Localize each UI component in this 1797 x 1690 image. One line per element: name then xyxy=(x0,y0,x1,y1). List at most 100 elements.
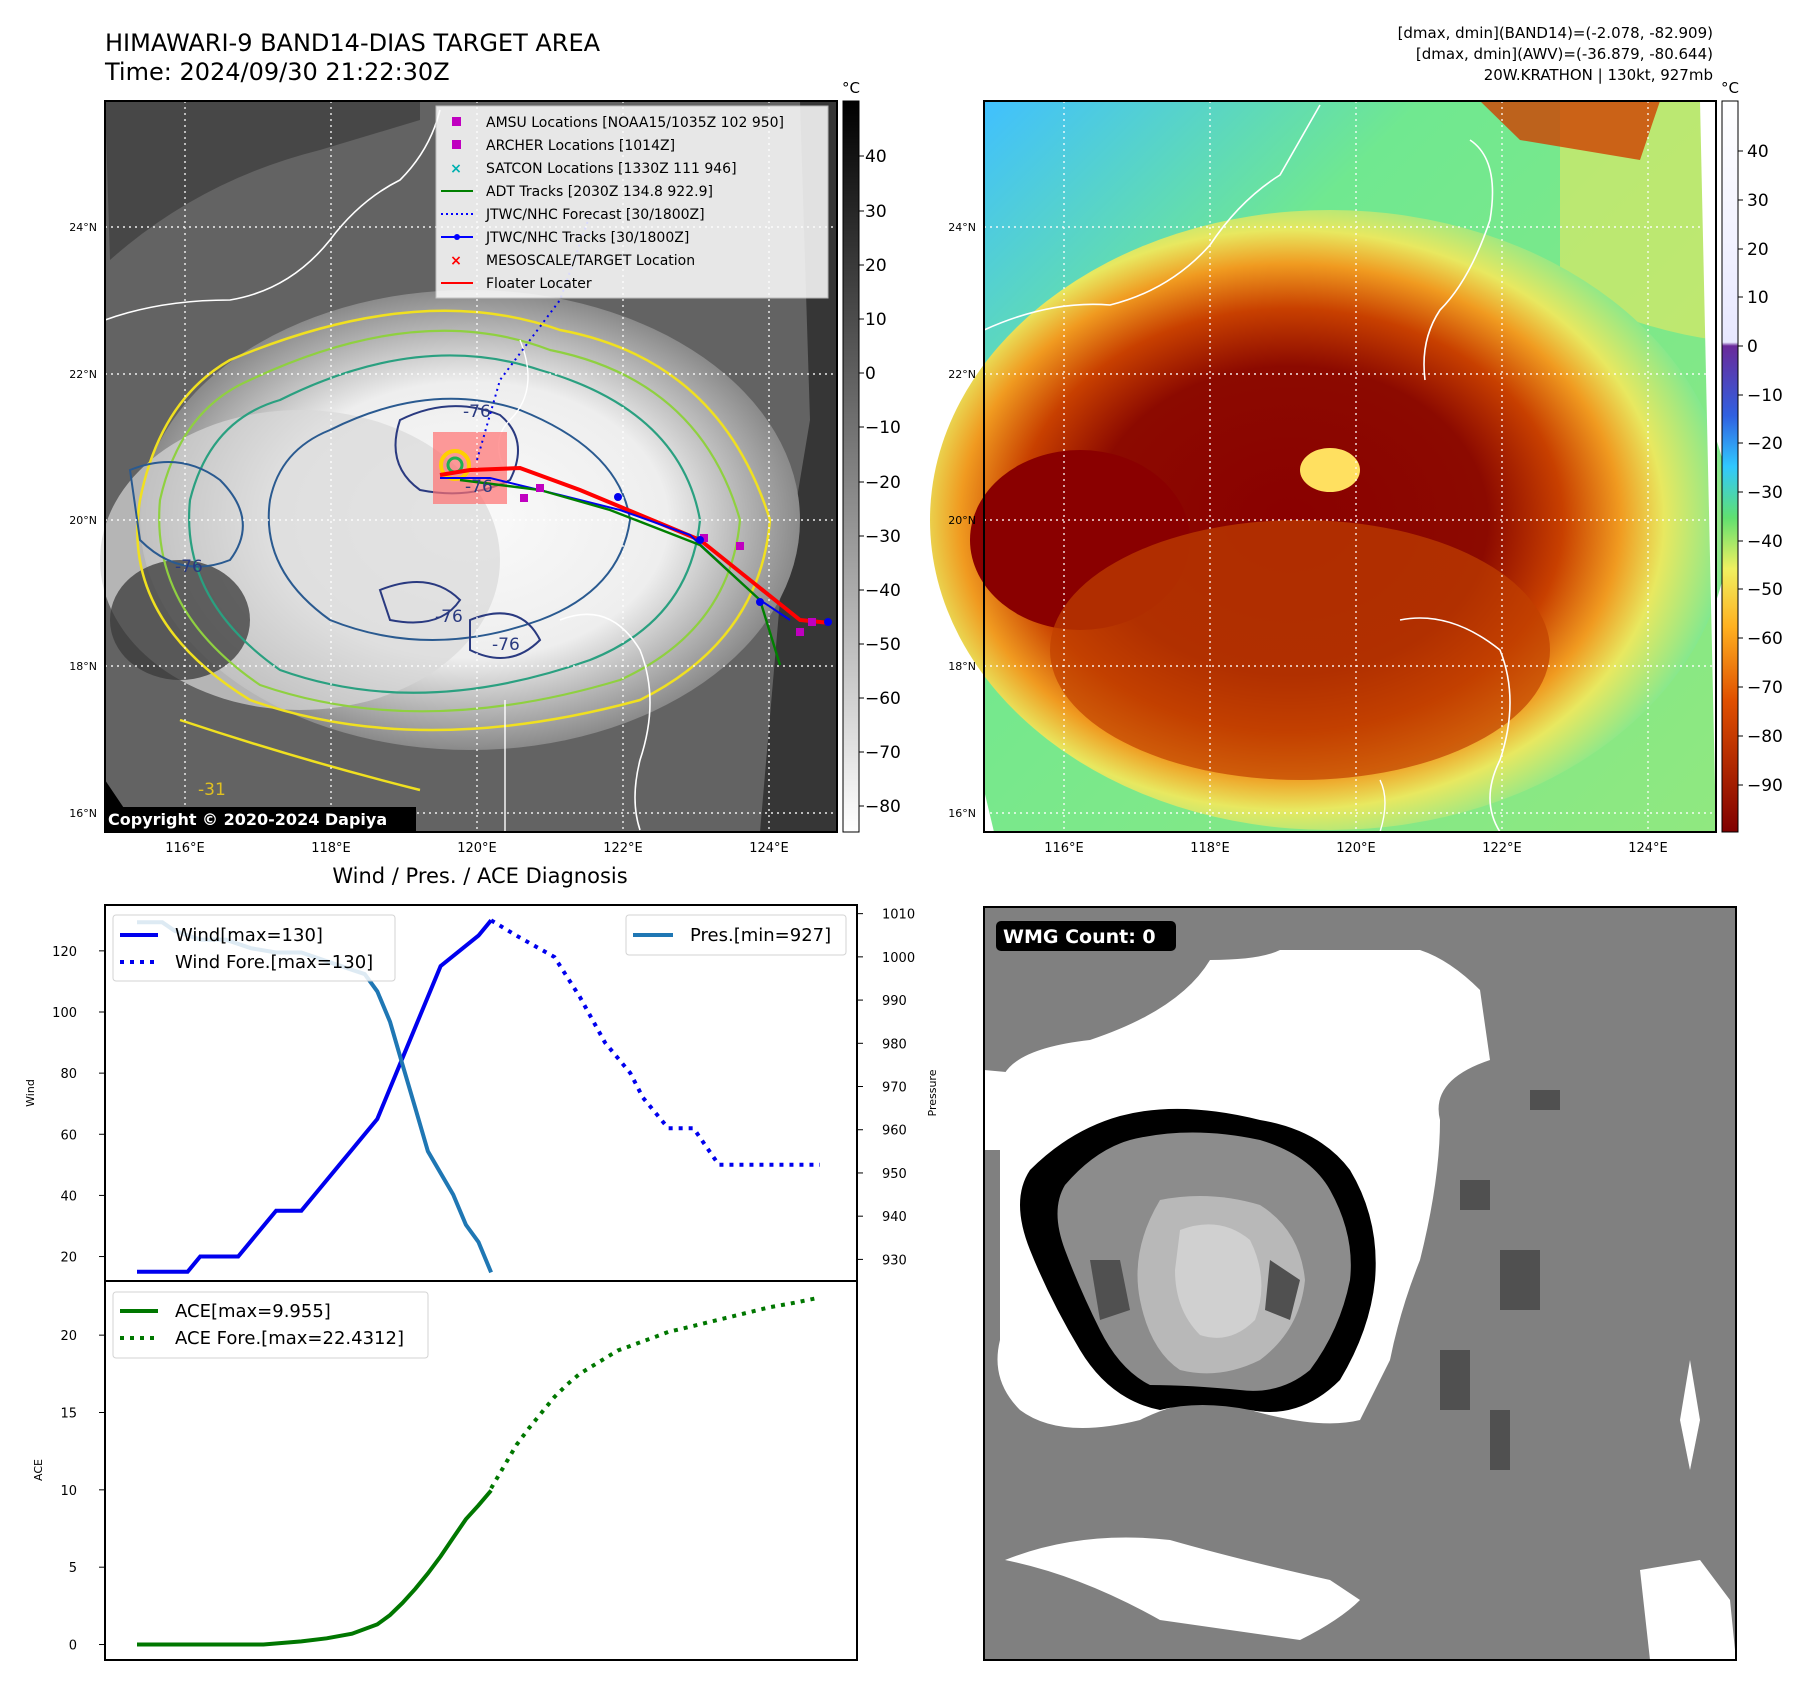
legend-marker xyxy=(452,140,461,149)
wind-ytick-label: 20 xyxy=(60,1251,77,1266)
colorbar-tick-label: −80 xyxy=(865,797,901,817)
lon-axis-right: 116°E 118°E 120°E 122°E 124°E xyxy=(1044,841,1668,856)
series-line-wind-fore-max-130- xyxy=(490,918,820,1167)
ace-ytick-label: 5 xyxy=(69,1561,77,1576)
ace-ytick-label: 0 xyxy=(69,1639,77,1654)
colorbar-tick-label: −80 xyxy=(1747,727,1783,747)
pressure-ytick-label: 1010 xyxy=(882,908,915,923)
legend-entry: Floater Locater xyxy=(441,276,592,292)
legend-label: Pres.[min=927] xyxy=(690,925,831,946)
legend-label: Wind[max=130] xyxy=(175,925,323,946)
lon-tick-label: 124°E xyxy=(749,841,789,856)
legend-label: JTWC/NHC Tracks [30/1800Z] xyxy=(485,230,689,246)
lat-tick-label: 18°N xyxy=(69,660,97,673)
colorbar-tick-label: −90 xyxy=(1747,776,1783,796)
colorbar-tick-label: −30 xyxy=(865,527,901,547)
legend-entry: AMSU Locations [NOAA15/1035Z 102 950] xyxy=(452,115,784,131)
wmg-panel: WMG Count: 0 xyxy=(983,906,1737,1661)
contour-label: -76 xyxy=(492,635,520,655)
colorbar-tick-label: 0 xyxy=(865,364,876,384)
ace-axis-label: ACE xyxy=(32,1459,45,1481)
lon-axis-left: 116°E 118°E 120°E 122°E 124°E xyxy=(165,841,789,856)
wind-ytick-label: 120 xyxy=(52,945,77,960)
colorbar-color-ticks: 40 30 20 10 0 −10 −20 −30 −40 −50 −60 −70 −80 −90 xyxy=(1738,142,1783,796)
legend-label: Floater Locater xyxy=(486,276,592,292)
pressure-ytick-label: 950 xyxy=(882,1167,907,1182)
legend-entry: JTWC/NHC Tracks [30/1800Z] xyxy=(441,230,689,246)
pressure-ytick-label: 980 xyxy=(882,1037,907,1052)
pressure-legend: Pres.[min=927] xyxy=(625,914,847,956)
colorbar-tick-label: 0 xyxy=(1747,337,1758,357)
legend-entry: × SATCON Locations [1330Z 111 946] xyxy=(450,161,736,177)
figure-time: Time: 2024/09/30 21:22:30Z xyxy=(104,58,450,86)
pressure-ytick-label: 960 xyxy=(882,1124,907,1139)
lon-tick-label: 120°E xyxy=(1336,841,1376,856)
ace-ytick-label: 15 xyxy=(60,1406,77,1421)
wind-axis-label: Wind xyxy=(24,1079,37,1107)
series-line-wind-max-130- xyxy=(137,919,493,1274)
lon-tick-label: 122°E xyxy=(1482,841,1522,856)
pressure-ytick-label: 930 xyxy=(882,1253,907,1268)
colorbar-tick-label: −30 xyxy=(1747,483,1783,503)
ace-legend: ACE[max=9.955] ACE Fore.[max=22.4312] xyxy=(112,1291,429,1359)
pressure-ytick-label: 970 xyxy=(882,1081,907,1096)
colorbar-tick-label: −40 xyxy=(1747,532,1783,552)
series-line-ace-max-9-955- xyxy=(137,1489,493,1647)
contour-label: -76 xyxy=(465,477,493,497)
lat-axis-left: 24°N 22°N 20°N 18°N 16°N xyxy=(69,221,97,820)
info-awv: [dmax, dmin](AWV)=(-36.879, -80.644) xyxy=(1416,45,1713,63)
legend-label: MESOSCALE/TARGET Location xyxy=(486,253,695,269)
diagnosis-title: Wind / Pres. / ACE Diagnosis xyxy=(332,864,627,888)
lat-tick-label: 22°N xyxy=(69,368,97,381)
contour-label: -76 xyxy=(175,557,203,577)
colorbar-color-unit: °C xyxy=(1721,79,1739,97)
legend-marker: × xyxy=(450,253,462,269)
lat-tick-label: 16°N xyxy=(69,807,97,820)
legend-label: SATCON Locations [1330Z 111 946] xyxy=(486,161,737,177)
legend-label: ADT Tracks [2030Z 134.8 922.9] xyxy=(486,184,713,200)
lon-tick-label: 120°E xyxy=(457,841,497,856)
wmg-count-label: WMG Count: 0 xyxy=(1003,926,1156,948)
ace-series: 0 5 10 15 20 ACE[max=9.955] ACE Fore.[max=22.4… xyxy=(60,1291,821,1654)
lon-tick-label: 118°E xyxy=(311,841,351,856)
lon-tick-label: 116°E xyxy=(165,841,205,856)
contour-label: -31 xyxy=(198,780,226,800)
wind-ytick-label: 40 xyxy=(60,1189,77,1204)
lon-tick-label: 124°E xyxy=(1628,841,1668,856)
colorbar-tick-label: −20 xyxy=(1747,434,1783,454)
series-line-ace-fore-max-22-4312- xyxy=(489,1295,821,1490)
ace-ytick-label: 10 xyxy=(60,1484,77,1499)
lon-tick-label: 122°E xyxy=(603,841,643,856)
legend-marker-dot xyxy=(454,234,460,240)
wind-ytick-label: 80 xyxy=(60,1067,77,1082)
legend-label: AMSU Locations [NOAA15/1035Z 102 950] xyxy=(486,115,784,131)
colorbar-tick-label: 40 xyxy=(865,147,887,167)
ace-ytick-label: 20 xyxy=(60,1329,77,1344)
legend-label: Wind Fore.[max=130] xyxy=(175,952,373,973)
ir-color-map xyxy=(930,100,1730,833)
lat-tick-label: 24°N xyxy=(948,221,976,234)
figure-title: HIMAWARI-9 BAND14-DIAS TARGET AREA xyxy=(105,29,601,57)
legend-entry: ADT Tracks [2030Z 134.8 922.9] xyxy=(441,184,713,200)
pressure-ytick-label: 990 xyxy=(882,994,907,1009)
colorbar-tick-label: −50 xyxy=(865,635,901,655)
colorbar-tick-label: −60 xyxy=(865,689,901,709)
colorbar-tick-label: −10 xyxy=(1747,386,1783,406)
colorbar-gray xyxy=(842,100,860,833)
lat-tick-label: 16°N xyxy=(948,807,976,820)
colorbar-tick-label: 40 xyxy=(1747,142,1769,162)
legend-entry: ARCHER Locations [1014Z] xyxy=(452,138,675,154)
colorbar-tick-label: −50 xyxy=(1747,580,1783,600)
legend-marker: × xyxy=(450,161,462,177)
wind-ytick-label: 60 xyxy=(60,1128,77,1143)
colorbar-tick-label: −60 xyxy=(1747,629,1783,649)
lat-axis-right: 24°N 22°N 20°N 18°N 16°N xyxy=(948,221,976,820)
legend-marker xyxy=(452,117,461,126)
legend-label: ACE[max=9.955] xyxy=(175,1301,331,1322)
lon-tick-label: 118°E xyxy=(1190,841,1230,856)
contour-label: -76 xyxy=(435,607,463,627)
lon-tick-label: 116°E xyxy=(1044,841,1084,856)
copyright-label: Copyright © 2020-2024 Dapiya xyxy=(108,810,387,829)
colorbar-color xyxy=(1721,100,1739,833)
